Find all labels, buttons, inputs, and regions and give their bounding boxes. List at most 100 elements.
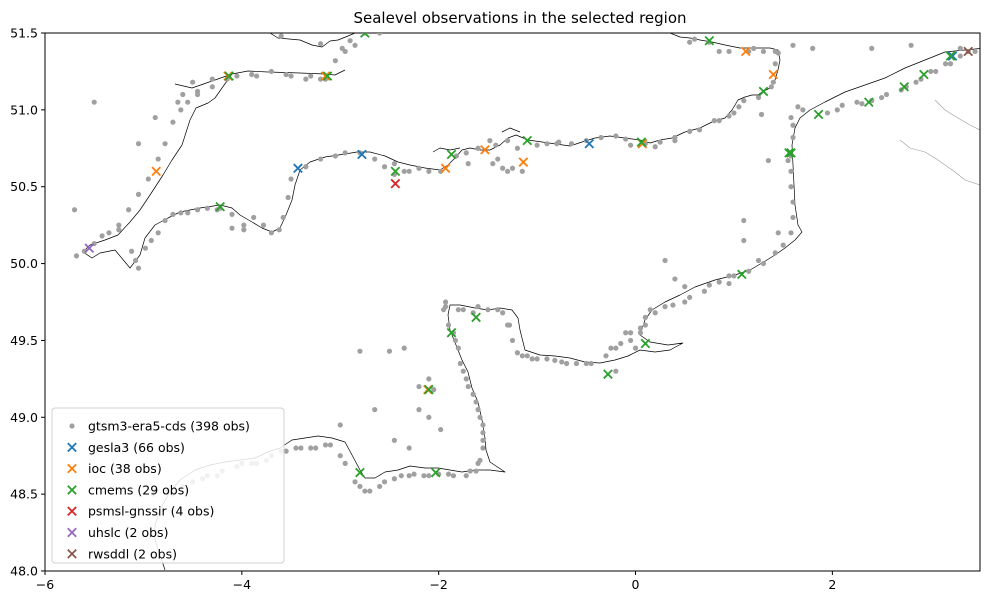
data-point-dot [229,225,235,231]
data-point-dot [613,345,619,351]
data-point-dot [126,207,132,213]
data-point-dot [682,299,688,305]
data-point-dot [588,360,594,367]
data-point-x [151,166,162,177]
data-point-dot [652,310,658,316]
data-point-dot [445,471,452,477]
data-point-dot [839,102,845,108]
legend-label: cmems (29 obs) [88,482,189,497]
data-point-dot [475,460,481,466]
data-point-dot [755,257,762,264]
data-point-dot [391,161,397,167]
legend-label: rwsddl (2 obs) [88,546,177,561]
data-point-x [322,71,333,81]
legend-label: uhslc (2 obs) [88,525,168,540]
france-north-coastline [154,48,980,571]
data-point-dot [480,422,486,428]
legend-label: ioc (38 obs) [88,461,162,476]
data-point-dot [332,58,338,64]
data-point-dot [772,61,778,67]
data-point-dot [209,76,215,82]
data-point-dot [367,488,373,494]
data-point-dot [377,33,383,36]
data-point-dot [460,368,466,374]
data-point-dot [691,36,698,42]
data-point-dot [268,68,274,75]
legend-marker [67,485,77,495]
data-point-dot [788,114,794,121]
data-point-x [863,97,874,108]
data-point-dot [883,91,890,98]
england-south-coastline [82,33,781,269]
data-point-dot [106,230,112,236]
data-point-dot [682,284,688,290]
x-tick-label: −6 [36,577,54,592]
data-point-dot [460,307,466,313]
data-point-dot [204,205,210,211]
legend-label: gtsm3-era5-cds (398 obs) [88,419,250,434]
data-point-dot [135,141,142,147]
data-point-dot [426,473,432,479]
data-point-dot [790,122,796,128]
data-point-dot [260,222,267,228]
data-point-dot [463,473,469,479]
data-point-dot [473,399,479,405]
data-point-dot [495,156,501,162]
data-point-dot [790,214,796,221]
data-point-x [471,312,481,323]
data-point-dot [450,473,457,479]
data-point-dot [475,407,481,413]
data-point-dot [116,227,122,233]
data-point-dot [869,45,875,51]
data-point-dot [241,227,247,233]
data-point-dot [514,145,521,151]
data-point-x [784,148,794,158]
data-point-dot [431,387,437,393]
data-point-x [522,135,533,146]
legend-entry: uhslc (2 obs) [67,525,168,540]
chart-title: Sealevel observations in the selected re… [353,9,686,27]
data-point-dot [726,273,732,279]
y-tick-label: 48.0 [10,564,38,579]
data-point-dot [716,279,722,285]
data-point-dot [480,437,486,443]
data-point-dot [500,165,506,171]
data-point-dot [519,168,525,174]
data-point-dot [790,42,796,48]
data-point-dot [534,356,540,362]
data-point-dot [726,48,732,55]
data-point-dot [788,230,794,236]
data-point-dot [416,383,422,390]
y-axis-ticks: 48.0 48.5 49.0 49.5 50.0 50.5 51.0 51.5 [10,26,45,579]
data-point-dot [942,61,949,67]
data-point-dot [194,207,201,213]
y-tick-label: 50.0 [10,256,38,271]
data-point-dot [401,168,407,174]
data-point-dot [475,145,481,151]
data-point-dot [401,345,407,351]
y-tick-label: 49.0 [10,410,38,425]
data-point-dot [878,94,885,101]
data-point-dot [241,222,247,228]
legend-marker [67,548,77,559]
data-point-x [390,178,401,189]
legend-entry: gtsm3-era5-cds (398 obs) [69,419,250,434]
data-point-dot [552,357,558,364]
data-point-dot [628,330,634,336]
data-point-x [945,51,956,61]
data-point-dot [554,141,560,147]
data-point-x [390,166,401,177]
data-point-dot [283,448,289,454]
data-point-dot [672,138,678,144]
data-point-dot [308,445,314,451]
series-2 [151,46,779,395]
data-point-dot [790,199,796,205]
data-point-x [704,35,715,46]
data-point-dot [135,191,142,197]
data-point-dot [670,302,676,308]
data-point-dot [148,237,154,244]
data-point-dot [170,119,176,125]
data-point-dot [772,250,778,256]
data-point-dot [480,445,486,451]
data-point-dot [337,422,343,428]
